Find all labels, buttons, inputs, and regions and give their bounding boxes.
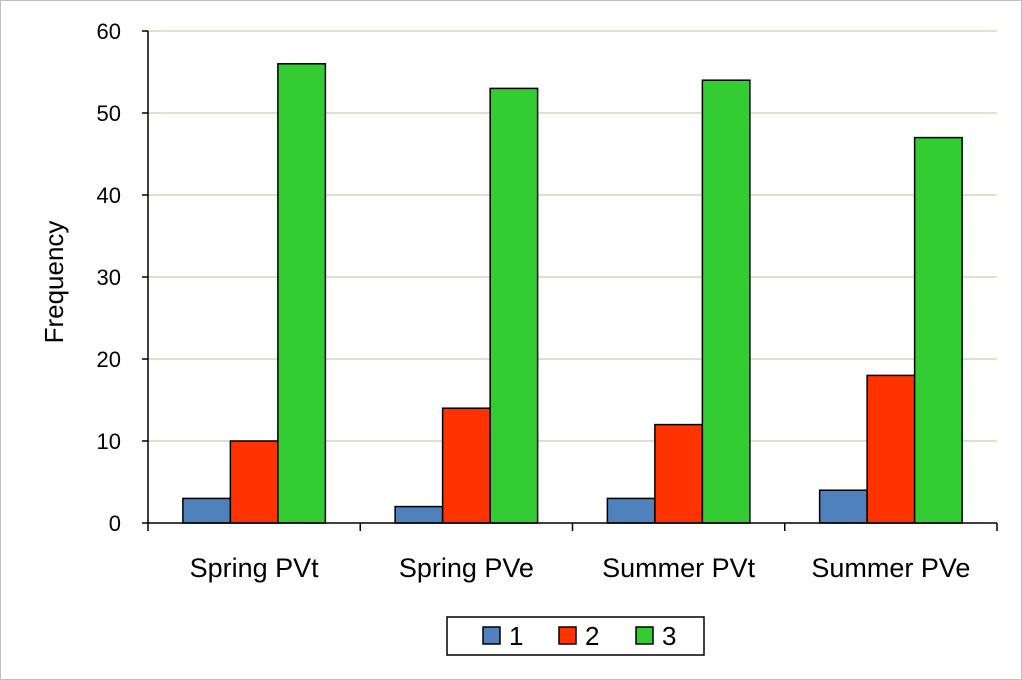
bar-series-2-summer-pve <box>866 374 916 524</box>
y-tick-label: 20 <box>97 347 121 372</box>
x-category-label: Spring PVt <box>190 553 320 583</box>
legend-label-2: 2 <box>585 621 599 651</box>
bar-series-3-spring-pve <box>489 87 539 524</box>
bar-series-2-spring-pve <box>441 407 491 524</box>
y-tick-label: 0 <box>109 511 121 536</box>
x-category-labels: Spring PVt Spring PVe Summer PVt Summer PVe <box>190 553 971 583</box>
legend-item-2: 2 <box>558 621 599 651</box>
axes <box>147 31 997 524</box>
legend-label-1: 1 <box>509 621 523 651</box>
x-category-label: Spring PVe <box>399 553 534 583</box>
legend-swatch-2 <box>558 626 577 645</box>
y-tick-labels: 0 10 20 30 40 50 60 <box>97 19 121 536</box>
y-axis-title: Frequency <box>39 221 69 344</box>
bar-series-3-summer-pvt <box>701 79 751 524</box>
x-category-label: Summer PVe <box>811 553 970 583</box>
bar-series-2-spring-pvt <box>229 440 279 524</box>
x-category-label: Summer PVt <box>602 553 756 583</box>
y-tick-label: 60 <box>97 19 121 44</box>
bars <box>182 63 963 524</box>
y-tick-label: 50 <box>97 101 121 126</box>
y-tick-label: 10 <box>97 429 121 454</box>
bar-series-2-summer-pvt <box>654 423 704 524</box>
bar-series-3-spring-pvt <box>277 63 327 524</box>
bar-series-1-spring-pvt <box>182 497 232 524</box>
legend-swatch-1 <box>482 626 501 645</box>
legend-item-3: 3 <box>635 621 676 651</box>
bar-series-3-summer-pve <box>913 136 963 524</box>
bar-series-1-spring-pve <box>394 505 444 524</box>
y-tick-label: 40 <box>97 183 121 208</box>
legend-item-1: 1 <box>482 621 523 651</box>
legend-swatch-3 <box>635 626 654 645</box>
bar-series-1-summer-pve <box>818 489 868 524</box>
y-tick-label: 30 <box>97 265 121 290</box>
legend-label-3: 3 <box>662 621 676 651</box>
legend: 1 2 3 <box>446 616 705 656</box>
bar-series-1-summer-pvt <box>606 497 656 524</box>
